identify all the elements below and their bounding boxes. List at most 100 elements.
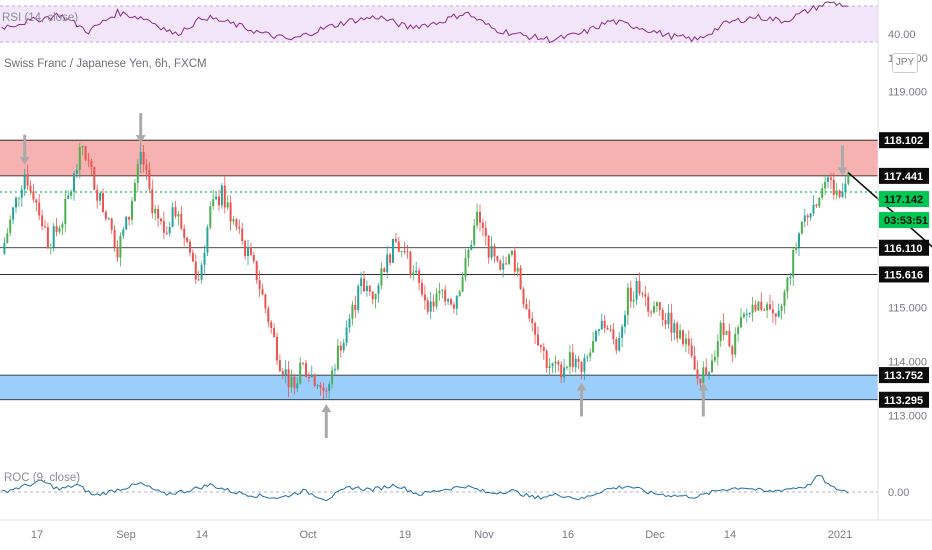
time-tick-label: 2021 [828,529,852,541]
candle-body [595,331,597,342]
candle-body [679,330,682,339]
roc-title: ROC (9, close) [4,472,81,484]
candle-body [357,286,360,311]
candle-body [798,233,800,248]
candle-body [67,195,70,199]
candle-body [6,233,9,244]
candle-body [766,304,769,311]
candle-body [35,199,38,203]
candle-body [276,337,278,361]
candle-body [183,228,186,238]
candle-body [61,224,64,228]
candle-body [653,306,655,313]
candle-body [647,296,650,312]
time-tick-label: Dec [645,529,665,541]
candle-body [661,309,664,320]
candle-body [218,196,220,206]
candle-body [319,385,322,388]
candle-body [667,312,670,325]
candle-body [241,228,244,242]
candle-body [722,322,725,335]
candle-body [464,258,467,278]
currency-badge[interactable]: JPY [892,53,918,73]
candle-body [336,345,339,370]
price-axis: 119.000115.000114.000113.000120.00040.00… [879,29,929,499]
candle-body [52,226,55,248]
candle-body [418,270,421,283]
candle-body [371,291,374,300]
candle-body [742,313,745,318]
time-tick-label: 17 [31,529,43,541]
time-tick-label: Nov [474,529,494,541]
candle-body [740,317,742,328]
candle-body [145,164,148,171]
support-zone [0,375,878,400]
candle-body [751,304,754,313]
candle-body [438,290,441,294]
candle-body [177,214,180,217]
price-level-tag: 118.102 [884,135,923,147]
candle-body [670,312,673,333]
candle-body [473,225,476,245]
candle-body [258,280,261,289]
candle-body [284,369,287,375]
candle-body [490,246,493,258]
candle-body [635,280,638,300]
time-tick-label: 14 [724,529,736,541]
current-price-tag: 117.142 [884,194,923,206]
candle-body [84,146,87,160]
candle-body [737,327,740,334]
candle-body [577,358,580,363]
candle-body [229,202,232,222]
rsi-line-group [1,1,849,44]
candle-body [496,256,499,261]
candle-body [64,198,67,225]
candle-body [609,329,612,331]
candle-body [455,295,458,309]
candle-body [75,169,78,174]
roc-line-group [0,474,878,502]
candle-body [397,241,400,252]
time-tick-label: 14 [196,529,208,541]
candle-body [287,369,290,388]
candle-body [612,329,615,340]
candle-body [139,151,142,165]
candle-body [783,291,786,307]
candle-body [116,247,119,258]
candle-body [32,191,35,200]
candle-body [519,267,522,289]
candle-body [70,191,73,196]
candle-body [461,277,464,292]
candle-body [261,288,264,295]
candle-body [450,299,452,305]
candle-body [803,215,806,222]
candle-body [713,356,716,361]
zones-group [0,139,878,401]
candle-body [12,207,15,220]
candle-body [3,243,6,254]
candle-body [168,226,171,234]
candle-body [423,294,426,301]
candle-body [754,304,757,311]
candle-body [502,263,505,270]
candle-body [421,282,423,295]
candle-body [87,159,90,161]
candle-body [673,323,676,333]
candle-body [658,302,661,310]
candle-body [220,185,223,206]
candle-body [725,330,728,335]
candle-body [531,318,534,324]
candle-body [568,352,571,367]
candle-body [55,226,58,232]
candle-body [493,246,496,257]
marker-arrow-down-head [135,135,146,144]
candle-body [641,293,644,295]
candle-body [728,330,731,347]
candle-body [560,364,563,378]
candle-body [815,204,818,207]
chart-title: Swiss Franc / Japanese Yen, 6h, FXCM [4,58,207,70]
price-level-tag-bg [879,132,929,149]
candle-body [510,250,513,255]
countdown-tag-bg [879,212,929,229]
